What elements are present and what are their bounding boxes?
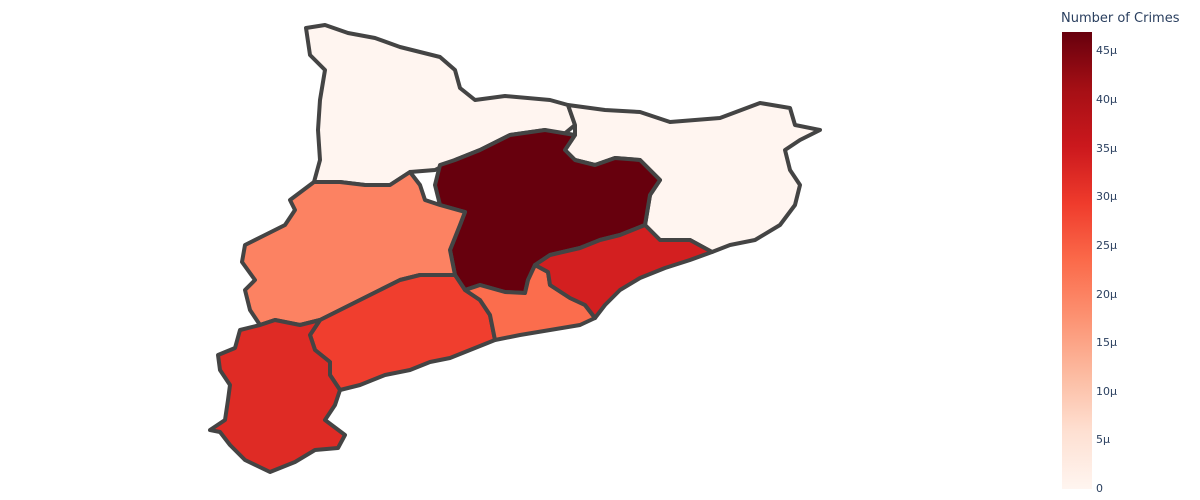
colorbar-tick-label: 15μ [1096,336,1117,350]
colorbar-title: Number of Crimes [1061,11,1180,26]
colorbar [1062,32,1092,489]
region-southwest[interactable] [208,318,347,474]
choropleth-map [208,23,822,474]
colorbar-tick-label: 20μ [1096,287,1117,301]
colorbar-tick-label: 10μ [1096,384,1117,398]
region-coast-east[interactable] [533,223,714,320]
colorbar-gradient [1062,32,1092,489]
colorbar-tick-label: 40μ [1096,93,1117,107]
colorbar-tick-label: 5μ [1096,433,1110,447]
colorbar-tick-label: 25μ [1096,238,1117,252]
colorbar-tick-label: 30μ [1096,190,1117,204]
colorbar-tick-label: 35μ [1096,141,1117,155]
colorbar-tick-label: 45μ [1096,44,1117,58]
colorbar-tick-label: 0 [1096,482,1103,495]
